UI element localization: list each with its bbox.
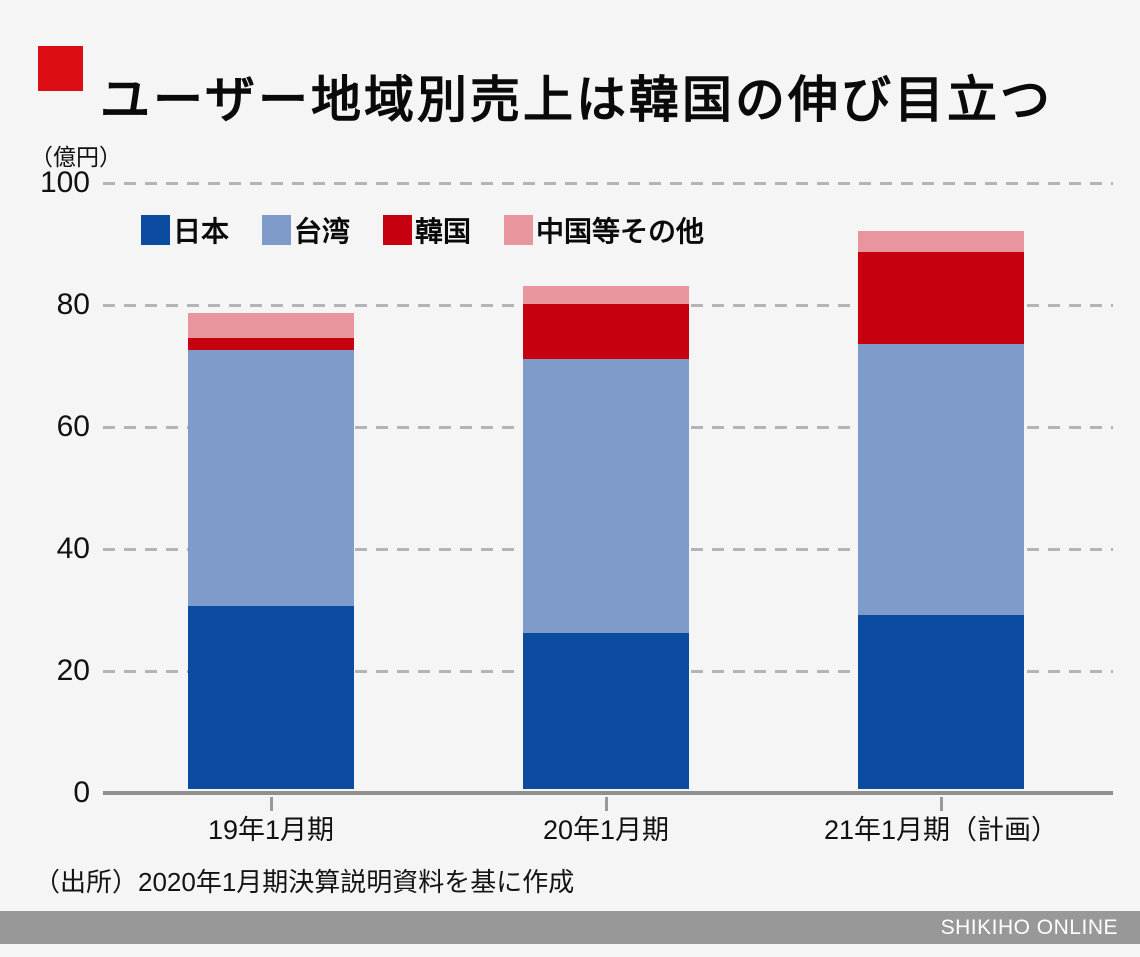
bar-19年1月期	[188, 313, 354, 789]
y-tick-label-20: 20	[56, 654, 90, 687]
bar-segment-21年1月期（計画）-日本	[858, 615, 1024, 789]
page-title: ユーザー地域別売上は韓国の伸び目立つ	[100, 71, 1053, 128]
x-label-19年1月期: 19年1月期	[207, 815, 335, 845]
footer-brand: SHIKIHO ONLINE	[940, 915, 1118, 939]
x-label-21年1月期（計画）: 21年1月期（計画）	[823, 815, 1059, 845]
x-tick-19年1月期	[270, 797, 273, 811]
legend-item-中国等その他: 中国等その他	[504, 210, 704, 250]
y-tick-label-60: 60	[56, 410, 90, 443]
bar-segment-19年1月期-台湾	[188, 349, 354, 606]
gridline-100	[103, 182, 1113, 185]
legend-swatch-台湾	[262, 215, 292, 245]
y-tick-label-0: 0	[73, 776, 90, 809]
legend-label-日本: 日本	[173, 216, 230, 247]
legend-item-台湾: 台湾	[262, 210, 350, 250]
footer-bar: SHIKIHO ONLINE	[0, 911, 1140, 944]
legend-item-韓国: 韓国	[383, 210, 471, 250]
bar-segment-21年1月期（計画）-中国等その他	[858, 230, 1024, 253]
bar-segment-19年1月期-韓国	[188, 337, 354, 350]
legend-swatch-中国等その他	[504, 215, 534, 245]
legend-item-日本: 日本	[141, 210, 229, 250]
bar-segment-19年1月期-日本	[188, 606, 354, 789]
legend: 日本 台湾 韓国 中国等その他	[141, 210, 704, 250]
y-tick-label-100: 100	[39, 166, 90, 199]
bar-segment-19年1月期-中国等その他	[188, 313, 354, 338]
legend-label-韓国: 韓国	[415, 216, 472, 247]
legend-swatch-韓国	[383, 215, 413, 245]
plot-area	[103, 182, 1113, 795]
bar-21年1月期（計画）	[858, 230, 1024, 789]
bar-segment-20年1月期-日本	[523, 633, 689, 789]
bar-segment-21年1月期（計画）-韓国	[858, 252, 1024, 344]
legend-label-台湾: 台湾	[294, 216, 351, 247]
y-tick-label-40: 40	[56, 532, 90, 565]
y-axis-unit-label: （億円）	[30, 144, 122, 170]
x-tick-20年1月期	[605, 797, 608, 811]
bar-segment-20年1月期-韓国	[523, 304, 689, 359]
bar-20年1月期	[523, 285, 689, 789]
x-axis-line	[103, 791, 1113, 795]
title-accent-square	[38, 46, 83, 91]
legend-label-中国等その他: 中国等その他	[536, 216, 705, 247]
legend-swatch-日本	[141, 215, 170, 245]
y-tick-label-80: 80	[56, 288, 90, 321]
x-tick-21年1月期（計画）	[940, 797, 943, 811]
bar-segment-21年1月期（計画）-台湾	[858, 343, 1024, 616]
bar-segment-20年1月期-台湾	[523, 358, 689, 634]
source-note: （出所）2020年1月期決算説明資料を基に作成	[34, 867, 575, 897]
bar-segment-20年1月期-中国等その他	[523, 285, 689, 305]
x-label-20年1月期: 20年1月期	[542, 815, 670, 845]
